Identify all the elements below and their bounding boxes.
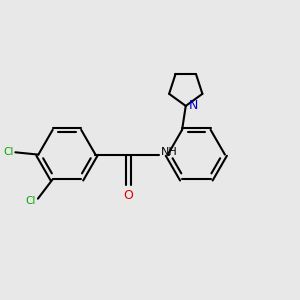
Text: Cl: Cl bbox=[3, 147, 13, 157]
Text: NH: NH bbox=[161, 147, 178, 157]
Text: Cl: Cl bbox=[26, 196, 36, 206]
Text: N: N bbox=[188, 99, 198, 112]
Text: O: O bbox=[124, 189, 134, 202]
